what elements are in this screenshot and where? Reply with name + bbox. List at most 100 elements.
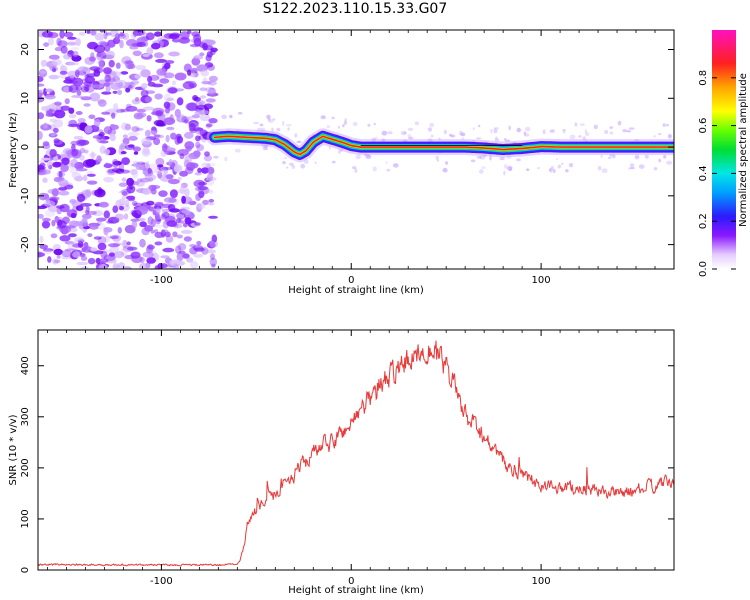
noise-blob: [127, 131, 140, 137]
y-tick-label: 0: [20, 567, 31, 573]
sparse-noise-blob: [499, 157, 505, 161]
noise-blob: [58, 190, 70, 196]
sparse-noise-blob: [493, 128, 498, 134]
sparse-noise-blob: [628, 127, 635, 130]
snr-x-axis-label: Height of straight line (km): [288, 585, 424, 596]
sparse-noise-blob: [272, 118, 276, 121]
sparse-noise-blob: [630, 163, 635, 168]
noise-blob: [194, 186, 205, 192]
noise-blob: [41, 106, 50, 111]
noise-blob: [162, 167, 173, 171]
noise-blob: [103, 227, 113, 233]
noise-blob: [186, 30, 192, 35]
y-tick-label: 400: [20, 356, 31, 375]
noise-blob: [110, 30, 119, 38]
noise-blob: [139, 238, 146, 248]
spectrogram-frame: [37, 29, 675, 270]
noise-blob: [154, 241, 163, 246]
noise-blob: [106, 50, 115, 60]
noise-blob: [195, 141, 201, 148]
noise-blob: [176, 212, 186, 220]
sparse-noise-blob: [436, 159, 439, 162]
sparse-noise-blob: [667, 134, 672, 139]
noise-blob: [183, 236, 192, 242]
noise-blob: [99, 145, 107, 154]
noise-blob: [169, 189, 178, 199]
noise-blob: [174, 108, 181, 118]
noise-blob: [39, 70, 47, 75]
noise-blob: [184, 131, 194, 139]
sparse-noise-blob: [574, 122, 578, 127]
noise-blob: [199, 113, 211, 122]
noise-blob: [184, 119, 189, 124]
noise-blob: [137, 112, 147, 118]
noise-blob: [207, 64, 215, 71]
noise-blob: [87, 233, 93, 238]
noise-blob: [160, 255, 170, 259]
noise-blob: [75, 69, 80, 78]
noise-blob: [99, 258, 109, 263]
noise-blob: [146, 47, 154, 55]
noise-blob: [136, 32, 148, 35]
noise-blob: [122, 134, 128, 139]
noise-blob: [159, 174, 172, 182]
noise-blob: [175, 218, 182, 224]
sparse-noise-blob: [542, 129, 546, 134]
sparse-noise-blob: [601, 168, 608, 173]
noise-blob: [98, 263, 108, 269]
noise-blob: [171, 80, 177, 86]
noise-blob: [207, 172, 213, 182]
noise-blob: [68, 107, 75, 114]
noise-blob: [75, 111, 83, 115]
noise-blob: [201, 162, 209, 168]
sparse-noise-blob: [627, 167, 631, 170]
sparse-noise-blob: [662, 123, 666, 127]
noise-blob: [100, 250, 108, 259]
noise-blob: [110, 124, 115, 127]
noise-blob: [206, 51, 213, 58]
sparse-noise-blob: [289, 162, 294, 166]
sparse-noise-blob: [268, 119, 274, 124]
noise-blob: [101, 91, 112, 95]
noise-blob: [169, 259, 182, 267]
noise-blob: [210, 47, 218, 53]
noise-blob: [180, 206, 191, 211]
sparse-noise-blob: [354, 168, 358, 174]
noise-blob: [111, 167, 123, 173]
noise-blob: [132, 50, 142, 57]
noise-blob: [170, 132, 177, 140]
noise-blob: [182, 253, 190, 259]
noise-blob: [194, 247, 205, 252]
noise-blob: [115, 62, 121, 69]
noise-blob: [132, 146, 141, 152]
sparse-noise-blob: [506, 165, 513, 171]
sparse-noise-blob: [481, 166, 486, 169]
noise-blob: [177, 149, 189, 156]
noise-blob: [98, 60, 104, 69]
sparse-noise-blob: [508, 125, 512, 131]
noise-blob: [118, 198, 126, 205]
noise-blob: [113, 251, 125, 259]
noise-blob: [151, 83, 164, 88]
sparse-noise-blob: [578, 135, 582, 138]
noise-blob: [144, 129, 151, 137]
noise-blob: [68, 84, 79, 94]
noise-blob: [145, 161, 150, 169]
noise-blob: [202, 42, 208, 51]
sparse-noise-blob: [213, 155, 219, 159]
noise-blob: [168, 197, 177, 203]
noise-blob: [115, 108, 126, 113]
noise-blob: [142, 53, 150, 57]
noise-blob: [134, 217, 146, 222]
sparse-noise-blob: [344, 118, 347, 123]
noise-blob: [49, 149, 57, 158]
noise-blob: [146, 200, 155, 206]
noise-blob: [102, 249, 113, 254]
y-tick-label: 20: [20, 43, 31, 56]
sparse-noise-blob: [634, 156, 640, 160]
noise-blob: [131, 201, 138, 206]
sparse-noise-blob: [386, 168, 391, 172]
noise-blob: [40, 59, 48, 67]
noise-blob: [154, 215, 162, 225]
noise-blob: [208, 240, 215, 244]
